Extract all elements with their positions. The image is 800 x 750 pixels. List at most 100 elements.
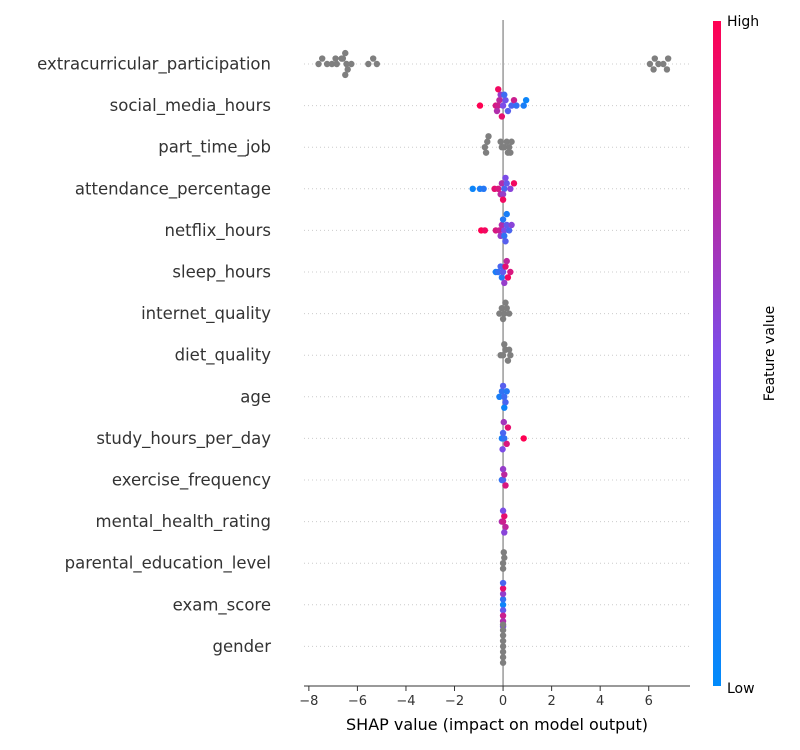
x-tick-label: −6 xyxy=(348,694,367,709)
shap-point xyxy=(498,274,506,281)
shap-point xyxy=(505,227,513,234)
shap-point xyxy=(503,210,510,218)
feature-label: mental_health_rating xyxy=(96,512,271,532)
x-tick-label: 0 xyxy=(499,694,507,709)
shap-point xyxy=(498,388,506,395)
shap-point xyxy=(503,221,510,229)
colorbar xyxy=(713,21,721,686)
shap-point xyxy=(499,446,506,453)
feature-label: social_media_hours xyxy=(110,96,271,116)
feature-label: age xyxy=(240,387,271,406)
shap-point xyxy=(502,263,509,270)
shap-point xyxy=(499,648,507,656)
shap-point xyxy=(501,471,508,478)
shap-point xyxy=(500,418,507,426)
shap-point xyxy=(496,227,503,234)
shap-point xyxy=(498,304,506,312)
shap-point xyxy=(508,102,515,109)
shap-point xyxy=(499,268,507,276)
shap-point xyxy=(502,399,509,406)
feature-label: diet_quality xyxy=(175,346,272,366)
shap-point xyxy=(502,482,509,489)
shap-point xyxy=(501,554,508,561)
shap-point xyxy=(504,107,512,115)
shap-point xyxy=(499,315,507,323)
shap-point xyxy=(480,185,487,192)
shap-point xyxy=(339,55,347,62)
shap-point xyxy=(497,263,504,270)
shap-point xyxy=(484,138,491,145)
shap-point xyxy=(328,60,336,68)
x-tick-label: −2 xyxy=(445,694,464,709)
shap-point xyxy=(499,659,507,666)
shap-point xyxy=(507,185,514,192)
shap-point xyxy=(344,66,351,73)
shap-point xyxy=(469,185,476,192)
shap-point xyxy=(508,221,515,229)
shap-point xyxy=(502,174,509,182)
shap-point xyxy=(503,257,510,265)
shap-point xyxy=(501,404,508,411)
shap-point xyxy=(495,268,502,276)
shap-point xyxy=(501,227,508,234)
shap-point xyxy=(495,102,502,109)
shap-point xyxy=(663,66,671,73)
shap-point xyxy=(505,310,513,317)
shap-point xyxy=(655,60,662,68)
shap-point xyxy=(504,424,512,431)
shap-point xyxy=(501,144,508,151)
shap-point xyxy=(513,102,520,109)
shap-point xyxy=(505,346,513,353)
shap-point xyxy=(496,96,503,104)
shap-point xyxy=(507,268,514,276)
shap-point xyxy=(342,71,349,79)
shap-point xyxy=(503,440,510,448)
shap-point xyxy=(498,180,506,187)
shap-point xyxy=(343,60,350,68)
shap-point xyxy=(495,86,502,93)
shap-point xyxy=(499,590,507,598)
shap-point xyxy=(499,196,507,203)
x-tick-label: −8 xyxy=(299,694,318,709)
shap-point xyxy=(499,352,507,359)
shap-point xyxy=(499,382,507,390)
shap-point xyxy=(503,180,510,187)
shap-point xyxy=(499,560,507,567)
shap-point xyxy=(476,102,484,109)
feature-label: part_time_job xyxy=(158,138,271,158)
feature-label: parental_education_level xyxy=(65,554,271,574)
shap-point xyxy=(499,612,507,619)
shap-point xyxy=(510,96,518,104)
shap-point xyxy=(522,96,530,104)
shap-point xyxy=(502,299,509,306)
shap-point xyxy=(507,352,514,359)
shap-point xyxy=(499,626,507,634)
shap-point xyxy=(502,238,509,245)
colorbar-title: Feature value xyxy=(762,306,778,402)
shap-point xyxy=(503,304,510,312)
shap-point xyxy=(501,529,508,536)
shap-point xyxy=(315,60,322,68)
shap-point xyxy=(499,637,507,645)
shap-point xyxy=(499,596,507,603)
shap-point xyxy=(482,149,490,156)
shap-point xyxy=(496,393,503,400)
shap-point xyxy=(348,60,355,68)
shap-point xyxy=(499,518,507,525)
shap-point xyxy=(481,227,489,234)
shap-point xyxy=(646,60,654,68)
feature-label: gender xyxy=(213,637,272,656)
feature-label: sleep_hours xyxy=(172,263,271,283)
shap-point xyxy=(498,221,506,229)
shap-point xyxy=(660,60,667,68)
shap-point xyxy=(498,113,506,120)
shap-point xyxy=(499,585,507,592)
shap-point xyxy=(332,55,339,62)
shap-point xyxy=(485,133,492,140)
shap-point xyxy=(323,60,331,68)
shap-point xyxy=(501,512,508,520)
shap-point xyxy=(499,607,507,614)
shap-point xyxy=(499,102,507,109)
shap-point xyxy=(495,185,502,192)
feature-label: netflix_hours xyxy=(165,221,271,241)
